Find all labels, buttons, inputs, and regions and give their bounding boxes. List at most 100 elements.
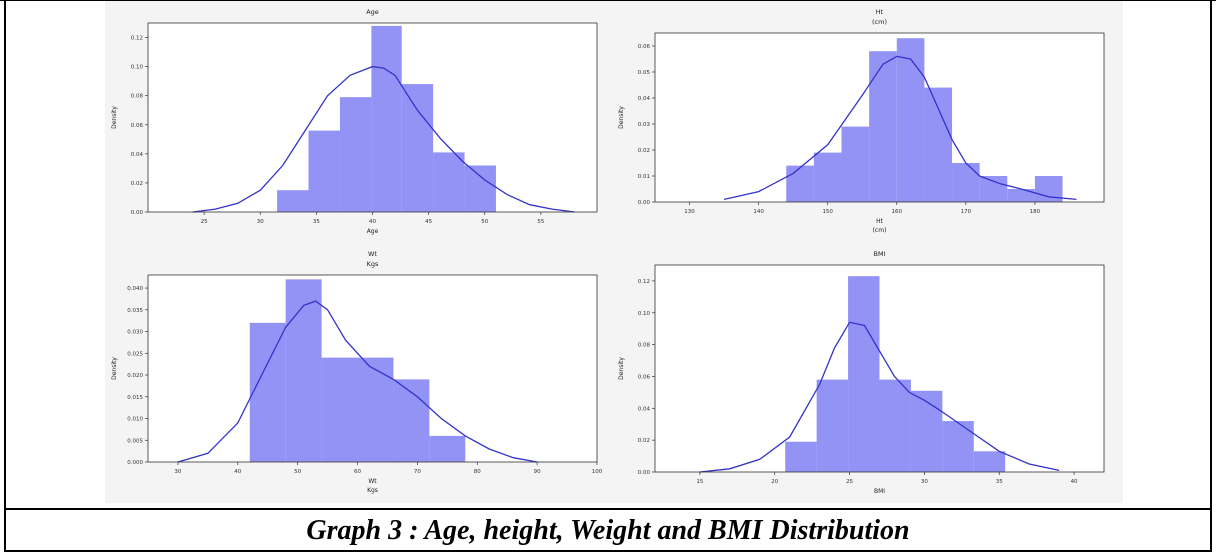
chart-0-x-tick-label-0: 25	[201, 219, 208, 225]
chart-3-y-tick-label-5: 0.10	[638, 311, 651, 317]
chart-1-xlabel-line-1: (cm)	[873, 227, 887, 234]
chart-3-y-tick-label-4: 0.08	[638, 343, 651, 349]
chart-0-y-tick-label-2: 0.04	[131, 152, 144, 158]
caption-divider	[4, 508, 1212, 510]
chart-1-histogram-bar-8	[1007, 189, 1035, 202]
figure-caption: Graph 3 : Age, height, Weight and BMI Di…	[306, 515, 910, 546]
chart-0-histogram-bar-0	[277, 190, 309, 212]
chart-2-histogram-bar-5	[429, 435, 466, 462]
chart-0-x-tick-label-5: 50	[481, 219, 488, 225]
chart-2-kde-curve	[177, 300, 538, 463]
chart-0-y-tick-label-1: 0.02	[131, 181, 143, 187]
chart-1-title-line-1: (cm)	[872, 18, 887, 26]
chart-0-x-tick-label-4: 45	[425, 219, 432, 225]
chart-3-y-tick-label-1: 0.02	[638, 438, 650, 444]
chart-1-histogram-bar-3	[869, 51, 897, 203]
chart-0-histogram-bar-2	[339, 97, 372, 212]
chart-2-x-tick-label-6: 90	[534, 469, 541, 475]
chart-1-y-tick-label-3: 0.03	[638, 122, 651, 128]
chart-0-xlabel-line-0: Age	[367, 228, 379, 235]
chart-1-x-tick-label-5: 180	[1030, 209, 1041, 215]
chart-3-ylabel: Density	[618, 357, 625, 380]
chart-1-histogram-bar-0	[786, 165, 814, 202]
chart-3-histogram-bar-5	[942, 421, 974, 472]
chart-2-x-tick-label-5: 80	[474, 469, 481, 475]
chart-1-x-tick-label-3: 160	[892, 209, 903, 215]
chart-3-histogram-bar-1	[816, 379, 849, 472]
chart-1-y-tick-label-0: 0.00	[638, 200, 651, 206]
chart-1-x-tick-label-0: 130	[684, 209, 695, 215]
chart-0-y-tick-label-6: 0.12	[131, 36, 143, 42]
chart-1-histogram-bar-1	[813, 152, 842, 202]
chart-3-histogram-bar-0	[785, 441, 817, 472]
chart-0-x-tick-label-2: 35	[313, 219, 320, 225]
chart-0-x-tick-label-1: 30	[257, 219, 264, 225]
chart-2-y-tick-label-7: 0.035	[127, 308, 143, 314]
chart-3-histogram-bar-4	[910, 390, 943, 472]
chart-2-xlabel-line-1: Kgs	[367, 487, 378, 494]
chart-3-histogram-bar-2	[848, 276, 880, 472]
chart-0-y-tick-label-0: 0.00	[131, 210, 144, 216]
figure-table-frame	[4, 0, 1212, 552]
chart-3-x-tick-label-5: 40	[1071, 479, 1078, 485]
chart-1-x-tick-label-1: 140	[753, 209, 764, 215]
chart-0-histogram-bar-4	[401, 84, 434, 212]
weight-distribution-chart: 30 40 50 60 70 80 90 100 0.000 0.005 0.010 0.015 0.0…	[111, 250, 603, 494]
chart-3-x-tick-label-2: 25	[846, 479, 853, 485]
chart-3-y-tick-label-6: 0.12	[638, 279, 650, 285]
chart-0-histogram-bar-6	[464, 165, 496, 212]
chart-3-x-tick-label-1: 20	[771, 479, 778, 485]
chart-0-y-tick-label-4: 0.08	[131, 94, 144, 100]
chart-3-y-tick-label-0: 0.00	[638, 470, 651, 476]
chart-1-y-tick-label-1: 0.01	[638, 174, 650, 180]
chart-2-y-tick-label-6: 0.030	[127, 330, 143, 336]
chart-1-axes-frame	[654, 32, 1105, 203]
chart-3-histogram-bar-6	[973, 451, 1006, 472]
chart-2-histogram-bar-1	[285, 279, 322, 462]
height-distribution-chart: 130 140 150 160 170 180 0.00 0.01 0.02 0.03 0.04 0.…	[618, 8, 1105, 234]
chart-0-y-tick-label-5: 0.10	[131, 65, 144, 71]
chart-0-ylabel: Density	[111, 106, 118, 129]
chart-1-y-tick-label-2: 0.02	[638, 148, 650, 154]
chart-2-y-tick-label-1: 0.005	[127, 438, 143, 444]
chart-0-x-tick-label-6: 55	[537, 219, 544, 225]
chart-2-axes-frame	[147, 274, 598, 463]
chart-1-histogram-bar-6	[952, 163, 980, 202]
chart-3-x-tick-label-4: 35	[996, 479, 1003, 485]
chart-1-histogram-bar-4	[896, 38, 925, 203]
chart-0-histogram-bar-3	[371, 25, 402, 213]
chart-2-ylabel: Density	[111, 357, 118, 380]
chart-0-histogram-bar-1	[308, 130, 340, 212]
chart-2-histogram-bar-2	[321, 357, 358, 462]
chart-1-histogram-bar-5	[924, 87, 953, 202]
chart-2-y-tick-label-5: 0.025	[127, 351, 143, 357]
top-rule	[0, 0, 1216, 1]
chart-1-histogram-bar-7	[979, 176, 1008, 202]
chart-2-histogram-bar-0	[249, 322, 286, 462]
chart-2-y-tick-label-0: 0.000	[127, 460, 143, 466]
chart-2-y-tick-label-8: 0.040	[127, 286, 143, 292]
chart-3-x-tick-label-0: 15	[696, 479, 703, 485]
chart-0-title-line-0: Age	[366, 8, 379, 16]
chart-2-x-tick-label-4: 70	[414, 469, 421, 475]
chart-2-title-line-1: Kgs	[367, 260, 379, 268]
chart-1-y-tick-label-4: 0.04	[638, 96, 651, 102]
chart-0-kde-curve	[192, 65, 575, 213]
age-distribution-chart: 25 30 35 40 45 50 55 0.00 0.02 0.04 0.06 0.08 0.10 0.…	[111, 8, 598, 235]
chart-1-histogram-bar-2	[841, 126, 870, 202]
chart-2-x-tick-label-3: 60	[354, 469, 361, 475]
chart-2-title-line-0: Wt	[368, 250, 377, 258]
chart-2-y-tick-label-3: 0.015	[127, 395, 143, 401]
chart-1-xlabel-line-0: Ht	[876, 218, 884, 225]
chart-2-xlabel-line-0: Wt	[368, 478, 377, 485]
chart-1-title-line-0: Ht	[876, 8, 884, 16]
chart-1-x-tick-label-4: 170	[961, 209, 972, 215]
chart-3-y-tick-label-3: 0.06	[638, 374, 651, 380]
chart-2-x-tick-label-1: 40	[234, 469, 241, 475]
chart-2-histogram-bar-3	[357, 357, 394, 462]
chart-3-y-tick-label-2: 0.04	[638, 406, 651, 412]
chart-1-y-tick-label-6: 0.06	[638, 44, 651, 50]
chart-3-xlabel-line-0: BMI	[874, 488, 885, 495]
bmi-distribution-chart: 15 20 25 30 35 40 0.00 0.02 0.04 0.06 0.08 0.10 0.12…	[618, 250, 1105, 495]
chart-2-x-tick-label-2: 50	[294, 469, 301, 475]
